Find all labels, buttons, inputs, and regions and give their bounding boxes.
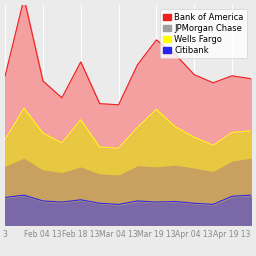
Legend: Bank of America, JPMorgan Chase, Wells Fargo, Citibank: Bank of America, JPMorgan Chase, Wells F…: [160, 9, 247, 58]
